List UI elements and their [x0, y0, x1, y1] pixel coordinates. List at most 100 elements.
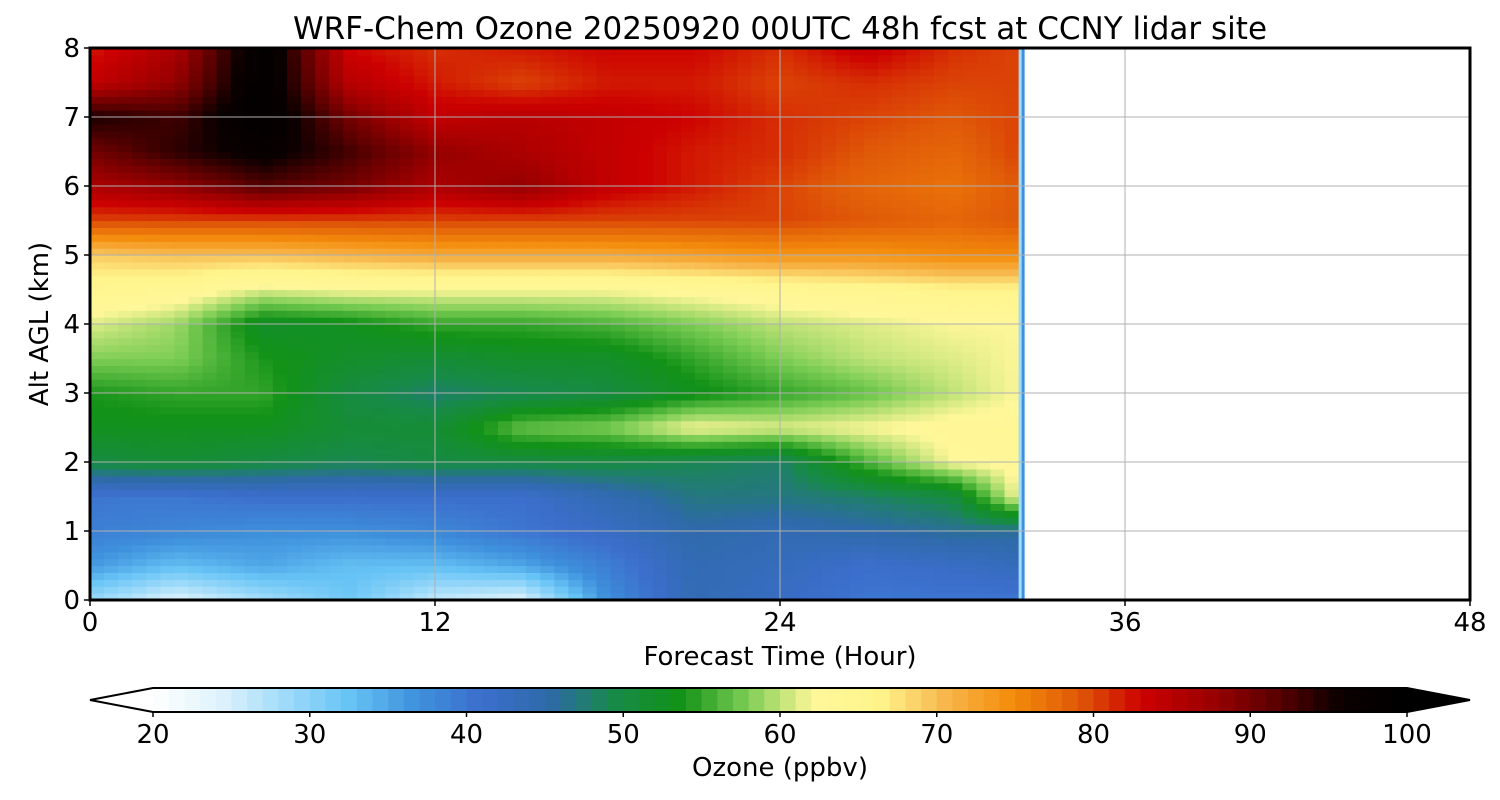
heatmap-cell	[258, 406, 274, 415]
heatmap-cell	[1004, 551, 1020, 560]
heatmap-cell	[174, 234, 190, 242]
heatmap-cell	[329, 103, 344, 111]
heatmap-cell	[920, 482, 935, 491]
heatmap-cell	[469, 165, 485, 173]
heatmap-cell	[976, 503, 992, 511]
heatmap-cell	[483, 510, 499, 518]
heatmap-cell	[498, 434, 513, 442]
heatmap-cell	[680, 137, 696, 146]
heatmap-cell	[258, 372, 274, 380]
heatmap-cell	[315, 565, 330, 573]
heatmap-cell	[962, 337, 978, 346]
heatmap-cell	[680, 475, 696, 484]
heatmap-cell	[990, 130, 1006, 139]
heatmap-cell	[526, 510, 541, 518]
heatmap-cell	[709, 503, 724, 511]
heatmap-cell	[469, 317, 485, 325]
heatmap-cell	[610, 579, 626, 587]
heatmap-cell	[160, 255, 176, 263]
heatmap-cell	[906, 165, 921, 173]
heatmap-cell	[512, 503, 527, 511]
heatmap-cell	[934, 462, 949, 470]
heatmap-cell	[272, 482, 288, 491]
heatmap-cell	[540, 441, 555, 449]
heatmap-cell	[723, 282, 738, 291]
heatmap-cell	[174, 241, 190, 249]
heatmap-cell	[343, 158, 358, 166]
heatmap-cell	[765, 462, 781, 470]
heatmap-cell	[765, 393, 781, 401]
heatmap-cell	[990, 558, 1006, 567]
heatmap-cell	[118, 413, 133, 422]
heatmap-cell	[343, 544, 358, 553]
heatmap-cell	[526, 544, 541, 553]
heatmap-cell	[793, 310, 809, 318]
heatmap-cell	[948, 268, 963, 277]
heatmap-cell	[920, 248, 935, 256]
heatmap-cell	[821, 179, 837, 187]
heatmap-cell	[934, 172, 949, 180]
heatmap-cell	[526, 482, 541, 491]
heatmap-cell	[906, 82, 921, 90]
heatmap-cell	[343, 192, 358, 201]
heatmap-cell	[90, 310, 105, 318]
heatmap-cell	[863, 468, 879, 477]
heatmap-cell	[737, 330, 752, 339]
heatmap-cell	[146, 158, 161, 166]
heatmap-cell	[385, 324, 401, 332]
heatmap-cell	[765, 261, 781, 270]
heatmap-cell	[188, 496, 204, 504]
heatmap-cell	[343, 234, 358, 242]
heatmap-cell	[695, 206, 710, 215]
heatmap-cell	[793, 172, 809, 180]
heatmap-cell	[638, 96, 654, 104]
heatmap-cell	[709, 496, 724, 504]
heatmap-cell	[258, 565, 274, 573]
heatmap-cell	[104, 372, 119, 380]
heatmap-cell	[863, 192, 879, 201]
heatmap-cell	[188, 75, 204, 84]
heatmap-cell	[638, 517, 654, 525]
heatmap-cell	[413, 565, 429, 573]
heatmap-cell	[216, 379, 232, 387]
heatmap-cell	[723, 186, 738, 194]
heatmap-cell	[596, 117, 612, 125]
heatmap-cell	[146, 537, 161, 546]
heatmap-cell	[849, 551, 865, 560]
heatmap-cell	[821, 151, 837, 159]
heatmap-cell	[765, 186, 781, 194]
heatmap-cell	[582, 531, 598, 539]
heatmap-cell	[568, 579, 584, 587]
heatmap-cell	[596, 351, 612, 360]
heatmap-cell	[891, 524, 907, 532]
heatmap-cell	[891, 130, 907, 139]
heatmap-cell	[962, 289, 978, 297]
heatmap-cell	[934, 227, 949, 235]
heatmap-cell	[385, 179, 401, 187]
heatmap-cell	[526, 144, 541, 153]
heatmap-cell	[793, 234, 809, 242]
heatmap-cell	[160, 151, 176, 159]
heatmap-cell	[1004, 289, 1020, 297]
heatmap-cell	[624, 82, 640, 90]
heatmap-cell	[174, 213, 190, 222]
heatmap-cell	[723, 220, 738, 228]
heatmap-cell	[441, 496, 457, 504]
heatmap-cell	[230, 517, 246, 525]
heatmap-cell	[765, 179, 781, 187]
heatmap-cell	[624, 351, 640, 360]
heatmap-cell	[329, 227, 344, 235]
heatmap-cell	[413, 275, 429, 284]
heatmap-cell	[469, 496, 485, 504]
heatmap-cell	[779, 103, 795, 111]
heatmap-cell	[385, 255, 401, 263]
heatmap-cell	[455, 406, 471, 415]
heatmap-cell	[962, 282, 978, 291]
heatmap-cell	[1004, 572, 1020, 580]
heatmap-cell	[793, 151, 809, 159]
heatmap-cell	[399, 82, 415, 90]
heatmap-cell	[216, 544, 232, 553]
heatmap-cell	[230, 420, 246, 429]
heatmap-cell	[230, 137, 246, 146]
heatmap-cell	[315, 475, 330, 484]
